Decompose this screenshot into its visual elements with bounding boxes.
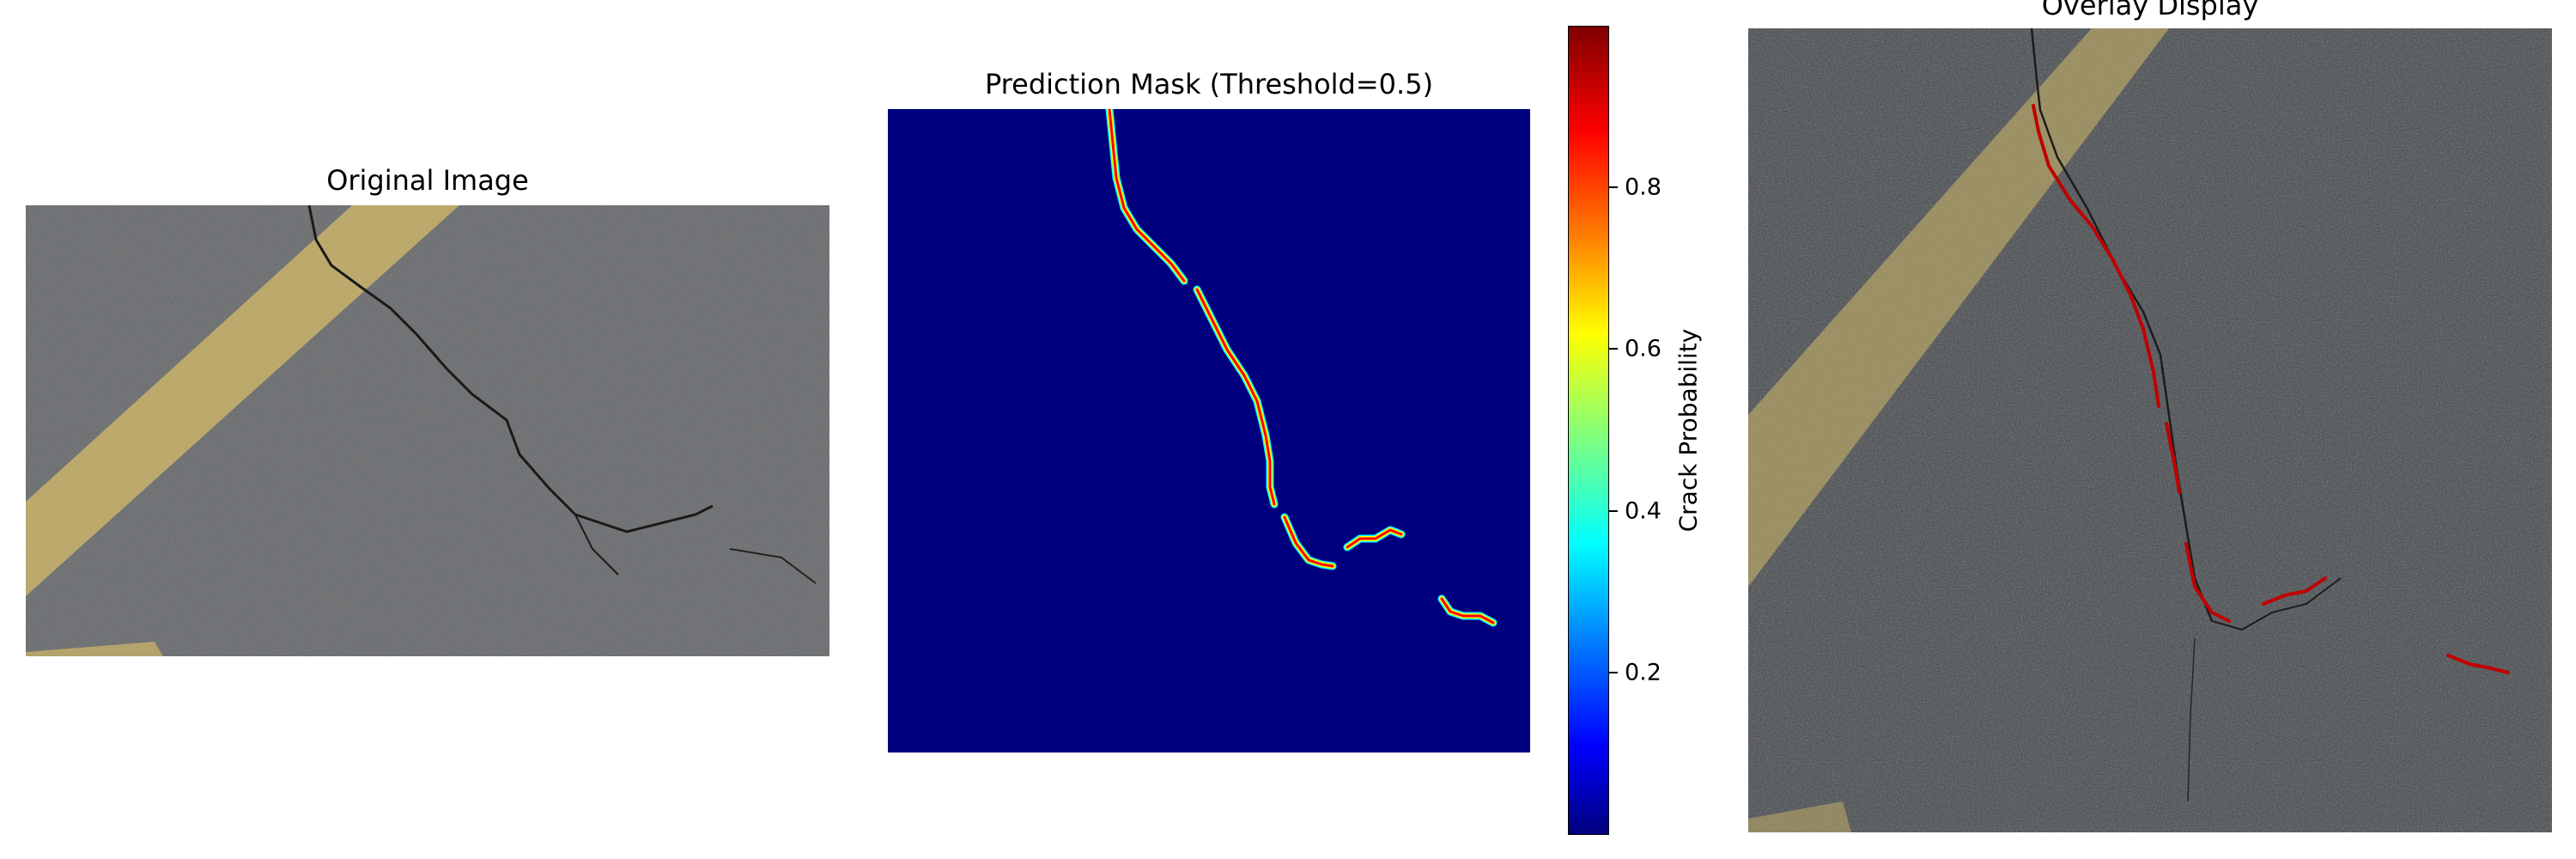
colorbar-label: Crack Probability <box>1674 328 1703 533</box>
lane-marking <box>26 205 459 596</box>
overlay-image <box>1748 28 2552 832</box>
prediction-mask-title: Prediction Mask (Threshold=0.5) <box>984 68 1434 101</box>
colorbar-tick <box>1609 348 1618 350</box>
overlay-display-title: Overlay Display <box>2041 0 2259 21</box>
colorbar-tick-label: 0.8 <box>1625 174 1662 201</box>
colorbar-tick <box>1609 186 1618 188</box>
crack-probability-colorbar <box>1568 26 1609 835</box>
crack-overlay <box>2032 104 2510 674</box>
colorbar-tick-label: 0.4 <box>1625 497 1662 525</box>
prediction-mask-image <box>888 109 1530 752</box>
crack-line <box>307 205 714 533</box>
original-image-title: Original Image <box>326 164 529 197</box>
colorbar-tick <box>1609 510 1618 512</box>
original-image <box>26 205 829 656</box>
colorbar-tick-label: 0.2 <box>1625 659 1662 686</box>
colorbar-tick <box>1609 672 1618 673</box>
colorbar-tick-label: 0.6 <box>1625 335 1662 362</box>
